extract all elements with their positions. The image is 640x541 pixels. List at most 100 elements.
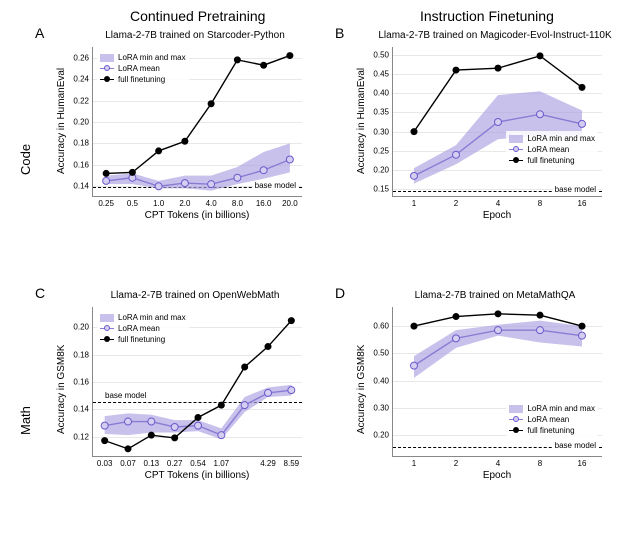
lora-mean-marker [411,172,418,179]
lora-mean-marker [495,327,502,334]
legend-swatch [509,405,523,413]
legend-label: full finetuning [118,335,165,344]
lora-mean-marker [537,111,544,118]
xtick-label: 0.54 [190,459,206,468]
panel-letter-A: A [35,25,44,41]
lora-mean-marker [537,327,544,334]
lora-mean-marker [241,402,248,409]
xtick-label: 0.13 [144,459,160,468]
legend: LoRA min and max LoRA meanfull finetuning [506,131,598,168]
ytick-label: 0.22 [73,96,89,105]
full-ft-marker [155,147,162,154]
legend: LoRA min and maxLoRA meanfull finetuning [97,310,189,347]
full-ft-marker [411,323,418,330]
lora-mean-marker [148,418,155,425]
legend-label: LoRA min and max [527,404,595,413]
legend-label: LoRA min and max [118,53,186,62]
full-ft-marker [286,52,293,59]
legend-swatch [509,419,523,420]
plot-area: 0.140.160.180.200.220.240.260.250.51.02.… [92,47,302,197]
xtick-label: 1.0 [153,199,164,208]
xtick-label: 2.0 [179,199,190,208]
legend-item: LoRA mean [100,323,186,334]
ytick-label: 0.26 [73,53,89,62]
xtick-label: 2 [454,199,458,208]
ytick-label: 0.60 [373,322,389,331]
legend-item: LoRA mean [509,144,595,155]
legend-swatch [100,339,114,340]
xtick-label: 4.29 [260,459,276,468]
legend-item: full finetuning [100,74,186,85]
full-ft-marker [181,138,188,145]
ytick-label: 0.12 [73,432,89,441]
lora-mean-marker [579,332,586,339]
panel-letter-C: C [35,285,45,301]
xtick-label: 16 [578,459,587,468]
legend-swatch [509,135,523,143]
full-ft-marker [453,313,460,320]
xtick-label: 16 [578,199,587,208]
y-axis-label: Accuracy in GSM8K [356,345,367,434]
ytick-label: 0.30 [373,403,389,412]
xtick-label: 20.0 [282,199,298,208]
ytick-label: 0.20 [73,118,89,127]
ytick-label: 0.50 [373,50,389,59]
lora-mean-marker [218,432,225,439]
lora-mean-marker [411,362,418,369]
lora-mean-marker [288,387,295,394]
lora-mean-marker [171,424,178,431]
full-ft-marker [537,312,544,319]
legend-swatch [100,328,114,329]
full-ft-marker [411,128,418,135]
full-ft-marker [453,67,460,74]
full-ft-marker [103,170,110,177]
full-ft-marker [241,364,248,371]
xtick-label: 4.0 [206,199,217,208]
panel-letter-D: D [335,285,345,301]
full-ft-marker [218,402,225,409]
lora-mean-marker [286,156,293,163]
xtick-label: 1 [412,199,416,208]
ytick-label: 0.20 [73,323,89,332]
plot-area: 0.120.140.160.180.200.030.070.130.270.54… [92,307,302,457]
legend-swatch [100,54,114,62]
full-ft-marker [537,52,544,59]
panel-B: Llama-2-7B trained on Magicoder-Evol-Ins… [370,30,620,250]
ytick-label: 0.35 [373,108,389,117]
panel-A: Llama-2-7B trained on Starcoder-Python0.… [70,30,320,250]
xtick-label: 4 [496,459,500,468]
panel-title: Llama-2-7B trained on Magicoder-Evol-Ins… [370,30,620,41]
legend-item: full finetuning [509,155,595,166]
xtick-label: 0.5 [127,199,138,208]
ytick-label: 0.18 [73,139,89,148]
xtick-label: 4 [496,199,500,208]
lora-mean-marker [181,180,188,187]
full-ft-marker [288,317,295,324]
figure-root: Continued PretrainingInstruction Finetun… [0,0,640,541]
xtick-label: 8.0 [232,199,243,208]
ytick-label: 0.16 [73,378,89,387]
xtick-label: 8 [538,199,542,208]
legend-label: LoRA min and max [527,134,595,143]
legend-item: LoRA mean [509,414,595,425]
ytick-label: 0.15 [373,185,389,194]
ytick-label: 0.20 [373,166,389,175]
legend-swatch [100,314,114,322]
xtick-label: 0.07 [120,459,136,468]
lora-mean-marker [103,177,110,184]
x-axis-label: CPT Tokens (in billions) [145,470,250,481]
legend-item: full finetuning [509,425,595,436]
xtick-label: 0.25 [98,199,114,208]
full-ft-marker [208,100,215,107]
full-ft-marker [495,65,502,72]
y-axis-label: Accuracy in HumanEval [356,68,367,174]
lora-mean-marker [195,422,202,429]
legend-item: LoRA min and max [509,403,595,414]
ytick-label: 0.25 [373,146,389,155]
full-ft-marker [101,437,108,444]
ytick-label: 0.45 [373,69,389,78]
xtick-label: 0.27 [167,459,183,468]
lora-mean-marker [234,174,241,181]
ytick-label: 0.18 [73,350,89,359]
legend-label: LoRA mean [527,145,569,154]
